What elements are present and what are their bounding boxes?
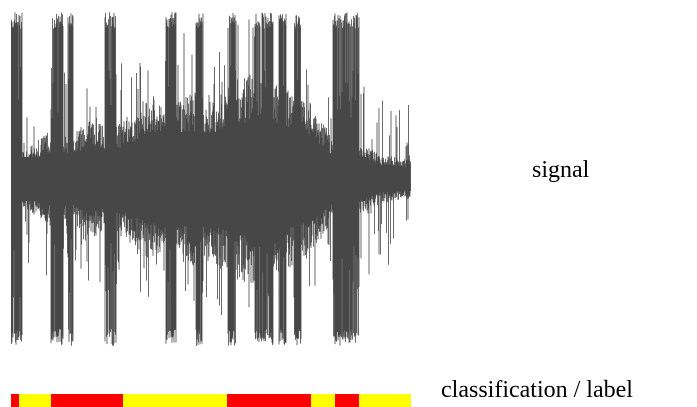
classification-caption: classification / label	[441, 377, 633, 403]
classification-strip	[11, 394, 411, 407]
strip-segment-yellow	[311, 394, 335, 407]
waveform-core	[11, 157, 366, 201]
signal-waveform	[11, 12, 411, 346]
strip-segment-yellow	[123, 394, 227, 407]
strip-segment-red	[11, 394, 19, 407]
strip-segment-yellow	[19, 394, 51, 407]
strip-segment-red	[51, 394, 123, 407]
signal-caption: signal	[532, 157, 590, 183]
strip-segment-red	[227, 394, 311, 407]
strip-segment-red	[335, 394, 359, 407]
strip-segment-yellow	[359, 394, 411, 407]
